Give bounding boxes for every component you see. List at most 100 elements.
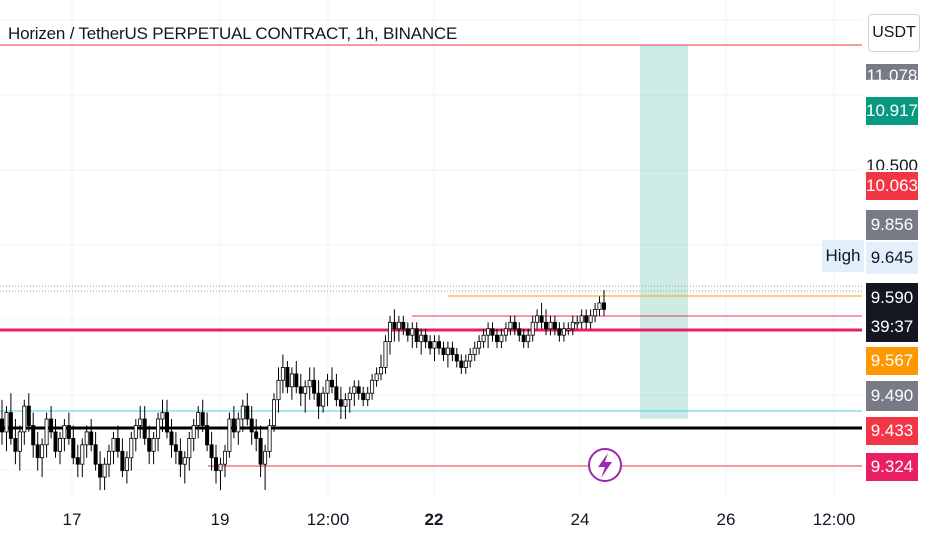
candle-down bbox=[115, 437, 120, 452]
candle-down bbox=[454, 354, 459, 362]
candle-up bbox=[289, 373, 294, 388]
candle-up bbox=[84, 431, 89, 446]
x-tick-label: 17 bbox=[62, 510, 82, 529]
high-label: High bbox=[822, 240, 864, 272]
candle-down bbox=[312, 379, 317, 394]
candle-up bbox=[151, 437, 156, 452]
candle-down bbox=[178, 450, 183, 465]
candle-up bbox=[303, 386, 308, 394]
candle-up bbox=[472, 347, 477, 356]
candle-up bbox=[396, 321, 401, 330]
candle-up bbox=[236, 418, 241, 433]
price-label-countdown: 39:37 bbox=[866, 312, 918, 342]
lightning-icon[interactable] bbox=[588, 448, 622, 482]
price-label-9-433: 9.433 bbox=[866, 417, 918, 445]
candle-up bbox=[530, 321, 535, 336]
price-label-9-645: 9.645 bbox=[866, 242, 918, 274]
candle-up bbox=[463, 360, 468, 368]
currency-button[interactable]: USDT bbox=[868, 14, 920, 52]
candle-up bbox=[133, 425, 138, 439]
price-label-9-490: 9.490 bbox=[866, 381, 918, 411]
candle-down bbox=[294, 373, 299, 388]
candle-up bbox=[187, 437, 192, 459]
candle-up bbox=[218, 463, 223, 472]
candle-up bbox=[570, 321, 575, 330]
candle-down bbox=[89, 431, 94, 446]
candle-up bbox=[383, 341, 388, 368]
candle-up bbox=[124, 457, 129, 472]
candle-up bbox=[271, 399, 276, 426]
x-tick-label: 24 bbox=[570, 510, 590, 529]
candle-up bbox=[597, 302, 602, 310]
candle-down bbox=[169, 431, 174, 446]
candle-down bbox=[405, 328, 410, 336]
candle-up bbox=[468, 354, 473, 362]
price-label-9-856: 9.856 bbox=[866, 210, 918, 240]
candle-up bbox=[378, 366, 383, 375]
candle-down bbox=[164, 412, 169, 433]
candle-up bbox=[227, 418, 232, 452]
candle-up bbox=[325, 379, 330, 394]
candle-down bbox=[120, 450, 125, 472]
candle-down bbox=[71, 437, 76, 459]
candle-down bbox=[356, 386, 361, 394]
candle-up bbox=[481, 334, 486, 343]
long-position-tool bbox=[640, 45, 688, 419]
candle-down bbox=[75, 457, 80, 465]
candle-up bbox=[508, 321, 513, 330]
candle-down bbox=[557, 328, 562, 336]
price-label-10-063: 10.063 bbox=[866, 172, 918, 200]
candle-up bbox=[307, 379, 312, 388]
candle-down bbox=[414, 328, 419, 343]
candle-down bbox=[450, 347, 455, 356]
candle-down bbox=[53, 431, 58, 452]
candle-up bbox=[575, 321, 580, 325]
candle-down bbox=[602, 302, 607, 310]
candle-down bbox=[147, 437, 152, 452]
candle-up bbox=[579, 315, 584, 323]
candle-down bbox=[298, 386, 303, 394]
candle-up bbox=[129, 437, 134, 459]
x-tick-label: 26 bbox=[716, 510, 736, 529]
x-tick-label: 12:00 bbox=[812, 510, 856, 529]
price-label-10-917: 10.917 bbox=[866, 97, 918, 125]
candle-down bbox=[249, 418, 254, 433]
candle-down bbox=[26, 405, 31, 426]
candle-up bbox=[561, 328, 566, 336]
candle-down bbox=[205, 425, 210, 446]
candle-down bbox=[173, 444, 178, 452]
candle-up bbox=[102, 463, 107, 478]
candle-down bbox=[285, 366, 290, 388]
candle-down bbox=[494, 334, 499, 343]
candle-up bbox=[588, 315, 593, 323]
candle-down bbox=[245, 405, 250, 420]
candle-down bbox=[436, 341, 441, 349]
candle-down bbox=[338, 399, 343, 407]
candle-up bbox=[62, 425, 67, 439]
candle-up bbox=[80, 444, 85, 465]
candle-up bbox=[352, 386, 357, 394]
candle-down bbox=[316, 392, 321, 407]
candle-up bbox=[419, 334, 424, 343]
candle-down bbox=[517, 328, 522, 336]
candle-down bbox=[258, 437, 263, 465]
candle-up bbox=[44, 418, 49, 446]
candle-down bbox=[423, 334, 428, 343]
horizontal-levels bbox=[0, 44, 862, 467]
candle-down bbox=[584, 315, 589, 323]
x-tick-label: 12:00 bbox=[306, 510, 350, 529]
price-label-9-324: 9.324 bbox=[866, 453, 918, 481]
chart-annotations bbox=[588, 448, 622, 482]
x-tick-label: 22 bbox=[424, 510, 444, 529]
candle-up bbox=[526, 334, 531, 343]
candle-up bbox=[387, 321, 392, 343]
candle-down bbox=[544, 321, 549, 330]
candle-down bbox=[213, 457, 218, 472]
candle-up bbox=[107, 450, 112, 465]
candle-down bbox=[334, 386, 339, 401]
candle-down bbox=[490, 328, 495, 336]
candle-down bbox=[49, 418, 54, 433]
candle-up bbox=[22, 405, 27, 433]
candle-down bbox=[361, 392, 366, 401]
